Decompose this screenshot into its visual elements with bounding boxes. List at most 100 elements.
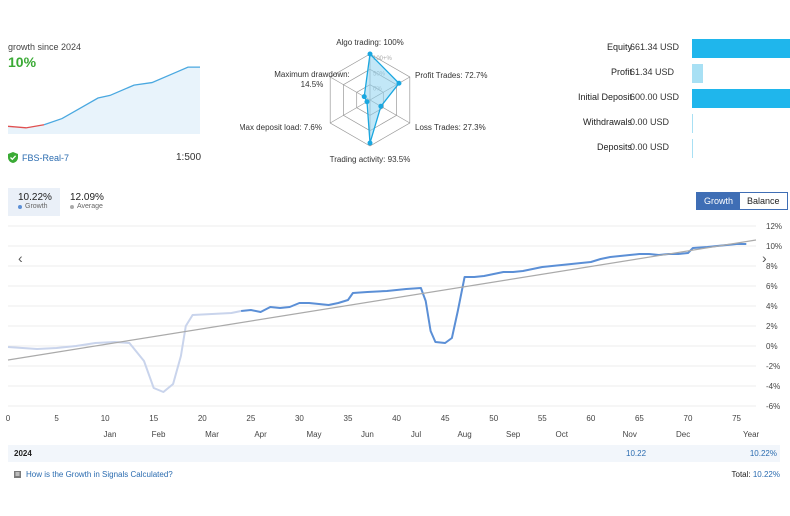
x-tick-label: 75 <box>732 414 741 423</box>
total-label: Total: <box>731 470 751 479</box>
year-label: 2024 <box>14 449 32 458</box>
y-tick-label: 6% <box>766 282 778 291</box>
average-summary-tab[interactable]: 12.09% Average <box>70 192 104 210</box>
stat-row-profit: Profit 61.34 USD <box>530 61 790 86</box>
average-legend-label: Average <box>77 203 103 210</box>
month-label: Sep <box>506 430 521 439</box>
stat-value: 0.00 USD <box>630 142 670 152</box>
growth-calc-link[interactable]: How is the Growth in Signals Calculated? <box>14 470 173 479</box>
average-summary-value: 12.09% <box>70 192 104 203</box>
x-tick-label: 35 <box>344 414 353 423</box>
mini-growth-value: 10% <box>8 54 37 70</box>
stat-bar <box>692 39 790 58</box>
stat-value: 600.00 USD <box>630 92 680 102</box>
growth-summary-tab[interactable]: 10.22% Growth <box>8 188 60 216</box>
month-label: Jan <box>104 430 117 439</box>
growth-calc-link-label: How is the Growth in Signals Calculated? <box>26 470 173 479</box>
radar-label-deposit-load: Max deposit load: 7.6% <box>240 123 322 132</box>
x-tick-label: 65 <box>635 414 644 423</box>
year-month-value: 10.22 <box>626 449 647 458</box>
growth-button[interactable]: Growth <box>697 193 741 209</box>
year-row: 2024 10.22 10.22% <box>8 445 780 462</box>
month-label: Feb <box>152 430 166 439</box>
year-total-value: 10.22% <box>749 449 777 458</box>
growth-legend-label: Growth <box>25 203 48 210</box>
month-label: Nov <box>623 430 637 439</box>
stat-value: 661.34 USD <box>630 42 680 52</box>
radar-label-activity: Trading activity: 93.5% <box>330 155 411 164</box>
y-tick-label: 12% <box>766 222 782 231</box>
radar-label-loss: Loss Trades: 27.3% <box>415 123 486 132</box>
radar-label-drawdown-value: 14.5% <box>301 80 324 89</box>
mini-growth-widget: growth since 2024 10% <box>8 42 203 167</box>
stat-row-initial-deposit: Initial Deposit 600.00 USD <box>530 86 790 111</box>
x-tick-label: 60 <box>586 414 595 423</box>
total-value: 10.22% <box>752 470 780 479</box>
mini-growth-chart <box>8 66 200 134</box>
stat-value: 61.34 USD <box>630 67 675 77</box>
x-tick-label: 50 <box>489 414 498 423</box>
y-tick-label: -2% <box>766 362 780 371</box>
total-summary: Total: 10.22% <box>732 470 781 479</box>
x-tick-label: 5 <box>54 414 59 423</box>
month-label: May <box>306 430 321 439</box>
stat-label: Profit <box>610 67 632 77</box>
average-dot-icon <box>70 204 74 209</box>
y-tick-label: 10% <box>766 242 782 251</box>
document-icon <box>14 471 21 478</box>
x-tick-label: 25 <box>246 414 255 423</box>
x-tick-label: 15 <box>149 414 158 423</box>
stat-row-withdrawals: Withdrawals 0.00 USD <box>530 111 790 136</box>
month-label: Mar <box>205 430 219 439</box>
radar-label-drawdown-title: Maximum drawdown: <box>274 70 350 79</box>
radar-label-profit: Profit Trades: 72.7% <box>415 71 487 80</box>
stat-label: Equity <box>606 42 632 52</box>
radar-point-loss <box>378 103 384 109</box>
mini-growth-title: growth since 2024 <box>8 42 82 52</box>
mini-growth-line <box>43 66 200 126</box>
x-tick-label: 45 <box>441 414 450 423</box>
y-tick-label: 0% <box>766 342 778 351</box>
y-tick-label: 4% <box>766 302 778 311</box>
month-label: Year <box>743 430 760 439</box>
growth-chart: 12% 10% 8% 6% 4% 2% 0% -2% -4% -6% 0 5 10 15 20 25 30 35 4… <box>6 222 782 439</box>
x-tick-label: 20 <box>198 414 207 423</box>
stat-value: 0.00 USD <box>630 117 670 127</box>
stat-row-deposits: Deposits 0.00 USD <box>530 136 790 161</box>
account-name[interactable]: FBS-Real-7 <box>8 152 69 163</box>
stat-label: Initial Deposit <box>577 92 632 102</box>
month-label: Aug <box>457 430 471 439</box>
y-tick-label: -6% <box>766 402 780 411</box>
month-label: Jun <box>361 430 374 439</box>
x-tick-label: 0 <box>6 414 11 423</box>
shield-check-icon <box>8 152 18 163</box>
radar-point-activity <box>367 140 373 146</box>
month-label: Oct <box>555 430 568 439</box>
stat-label: Deposits <box>596 142 632 152</box>
series-line-1 <box>240 243 747 344</box>
radar-point-deposit_load <box>364 99 370 105</box>
stat-bar <box>692 64 704 83</box>
stat-row-equity: Equity 661.34 USD <box>530 36 790 61</box>
month-label: Dec <box>676 430 690 439</box>
stat-bar <box>692 139 693 158</box>
radar-point-algo <box>367 51 373 57</box>
growth-summary-value: 10.22% <box>18 192 52 203</box>
chevron-right-icon[interactable]: › <box>762 250 767 266</box>
growth-legend: Growth <box>18 203 50 210</box>
chevron-left-icon[interactable]: ‹ <box>18 250 23 266</box>
balance-button[interactable]: Balance <box>740 193 787 209</box>
growth-dot-icon <box>18 204 22 209</box>
average-legend: Average <box>70 203 104 210</box>
x-tick-label: 30 <box>295 414 304 423</box>
series-line-0 <box>7 310 242 393</box>
month-label: Jul <box>411 430 421 439</box>
radar-point-drawdown <box>361 94 367 100</box>
stat-bar <box>692 89 790 108</box>
radar-axis <box>329 99 371 124</box>
mini-growth-negative-line <box>8 124 45 129</box>
leverage-value: 1:500 <box>176 152 202 163</box>
stat-label: Withdrawals <box>582 117 632 127</box>
radar-point-profit <box>396 80 402 86</box>
x-tick-label: 70 <box>684 414 693 423</box>
